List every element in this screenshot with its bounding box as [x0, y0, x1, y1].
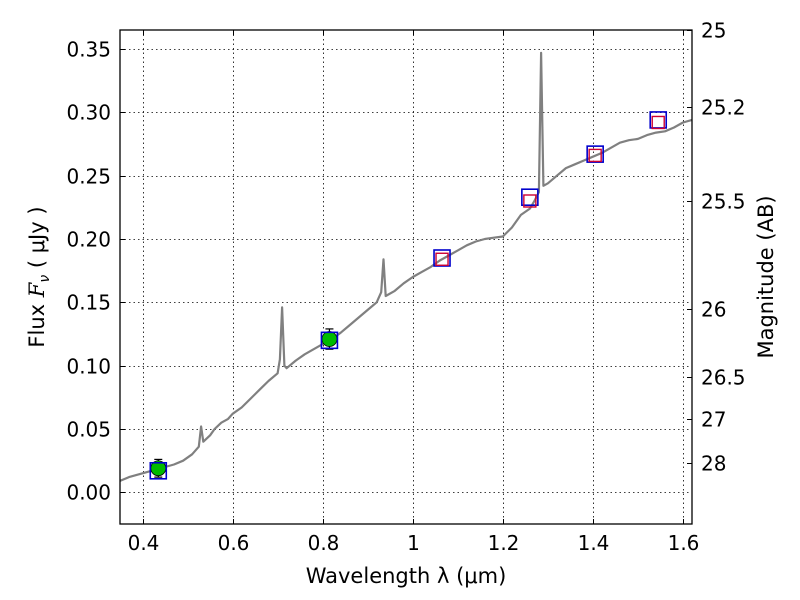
x-tick-label: 0.4 — [128, 531, 160, 555]
y-tick-label: 0.20 — [66, 228, 111, 252]
x-tick-label: 1.6 — [668, 531, 700, 555]
right-tick-label: 25.5 — [701, 190, 746, 214]
y-tick-label: 0.35 — [66, 38, 111, 62]
x-tick-label: 1.2 — [488, 531, 520, 555]
right-tick-label: 25 — [701, 19, 726, 43]
observed-flux-marker — [651, 115, 665, 130]
right-tick-label: 26 — [701, 298, 726, 322]
x-tick-label: 1 — [407, 531, 420, 555]
spectrum-line — [119, 51, 693, 482]
y-axis-label-unit: ( μJy ) — [25, 206, 49, 274]
detection-point — [321, 331, 338, 347]
observed-flux-marker — [588, 148, 602, 163]
observed-flux-marker — [523, 194, 537, 208]
x-tick-label: 1.4 — [578, 531, 610, 555]
x-axis-label: Wavelength λ (μm) — [306, 564, 507, 588]
model-flux-marker — [320, 331, 339, 350]
model-flux-marker — [586, 145, 604, 163]
y-tick-label: 0.00 — [66, 481, 111, 505]
y-tick-label: 0.10 — [66, 355, 111, 379]
y-tick-label: 0.25 — [66, 165, 111, 189]
model-flux-marker — [433, 249, 451, 267]
y-tick-label: 0.05 — [66, 418, 111, 442]
y-tick-label: 0.30 — [66, 101, 111, 125]
observed-flux-marker — [435, 252, 449, 266]
model-flux-marker — [149, 461, 168, 480]
y-axis-label: Flux Fν ( μJy ) — [25, 206, 53, 347]
x-tick-label: 0.6 — [218, 531, 250, 555]
right-tick-label: 28 — [701, 452, 726, 476]
ticks: 0.4 0.6 0.8 1 1.2 1.4 1.6 0.00 0.05 0.10 0.15 0.20 0… — [66, 19, 745, 556]
y-axis-label-symbol: F — [25, 281, 49, 298]
series-layer — [119, 51, 693, 482]
grid — [120, 30, 692, 524]
right-tick-label: 26.5 — [701, 366, 746, 390]
right-tick-label: 25.2 — [701, 96, 746, 120]
y-axis-label-subscript: ν — [37, 275, 53, 283]
y-axis-label-prefix: Flux — [25, 297, 49, 347]
right-axis-label: Magnitude (AB) — [754, 195, 778, 358]
y-tick-label: 0.15 — [66, 291, 111, 315]
x-tick-label: 0.8 — [308, 531, 340, 555]
right-tick-label: 27 — [701, 408, 726, 432]
model-flux-marker — [521, 188, 539, 206]
plot-frame — [119, 29, 693, 525]
